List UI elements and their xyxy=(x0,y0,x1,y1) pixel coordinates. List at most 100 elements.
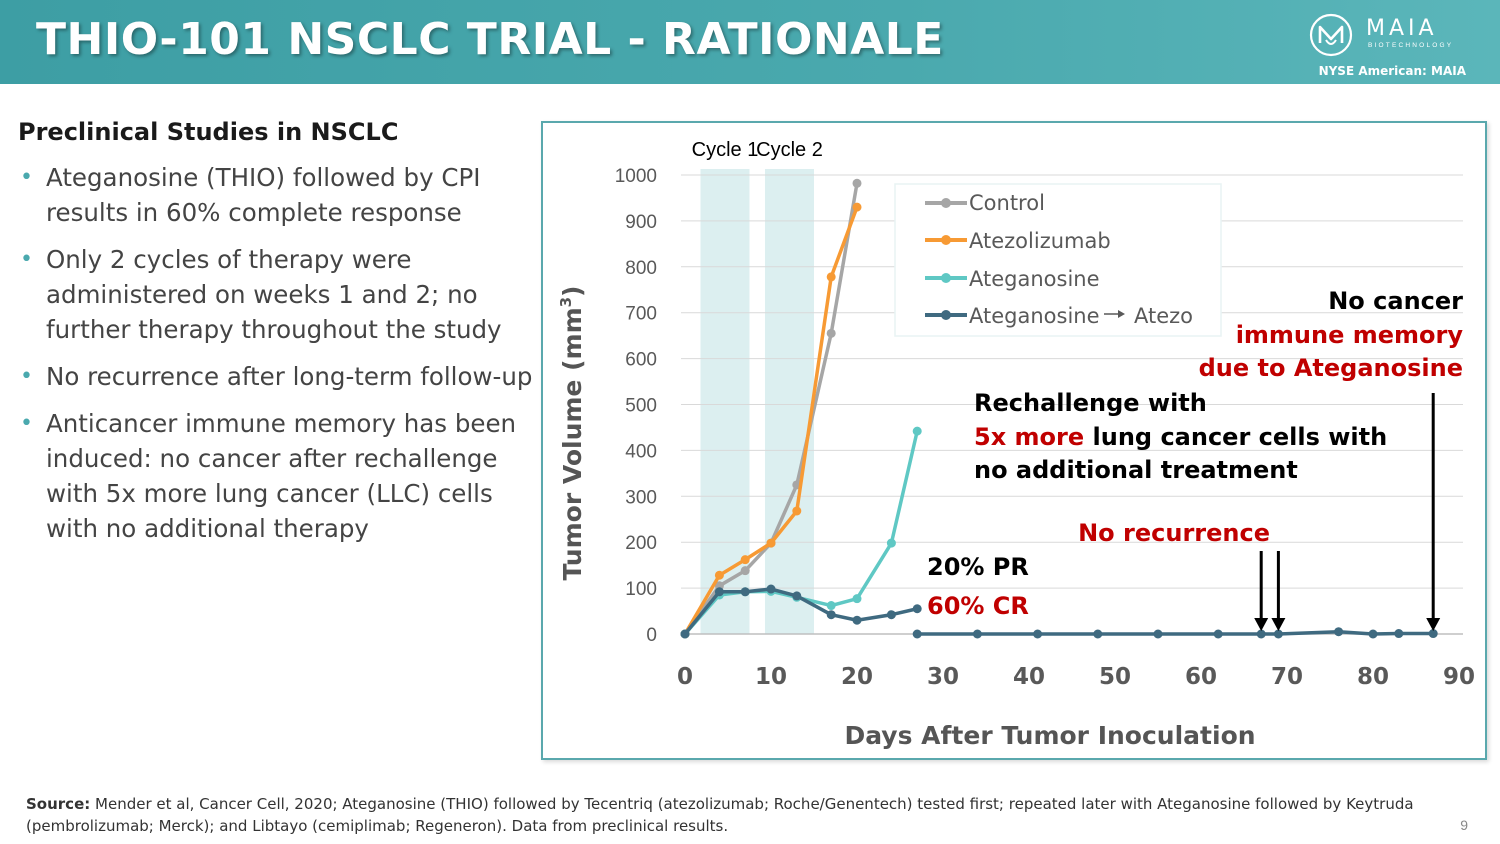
y-axis-label-close: ) xyxy=(558,286,587,297)
data-point-combo xyxy=(912,604,922,614)
bullet-text: Ateganosine (THIO) followed by CPI resul… xyxy=(46,163,481,227)
x-tick-label: 60 xyxy=(1185,664,1217,690)
data-point-combo xyxy=(1334,627,1344,637)
y-axis-label-text: Tumor Volume (mm xyxy=(558,307,587,580)
legend-marker-atezolizumab xyxy=(941,235,951,245)
legend-label-atezolizumab: Atezolizumab xyxy=(969,229,1111,253)
data-point-atezolizumab xyxy=(740,555,750,565)
y-tick-label: 900 xyxy=(625,212,657,233)
bullet-text: No recurrence after long-term follow-up xyxy=(46,362,533,391)
x-tick-label: 40 xyxy=(1013,664,1045,690)
data-point-combo xyxy=(886,610,896,620)
down-arrow-icon xyxy=(1271,618,1286,631)
data-point-ateganosine xyxy=(886,538,896,548)
y-tick-label: 400 xyxy=(625,441,657,462)
source-label: Source: xyxy=(26,795,91,813)
data-point-combo xyxy=(766,584,776,594)
data-point-atezolizumab xyxy=(792,506,802,516)
legend-label-combo: Ateganosine xyxy=(969,304,1100,328)
data-point-combo xyxy=(792,591,802,601)
cycle-band-2 xyxy=(764,169,814,634)
data-point-combo xyxy=(1428,629,1438,639)
data-point-combo xyxy=(852,615,862,625)
data-point-combo xyxy=(1033,629,1043,639)
source-text: Mender et al, Cancer Cell, 2020; Ategano… xyxy=(26,795,1414,835)
x-tick-label: 0 xyxy=(677,664,693,690)
legend-label-atezo: Atezo xyxy=(1134,304,1193,328)
legend-marker-control xyxy=(941,198,951,208)
stock-ticker: NYSE American: MAIA xyxy=(1318,64,1466,78)
annotation-pr: 20% PR xyxy=(927,553,1029,581)
bullet-list: • Ateganosine (THIO) followed by CPI resu… xyxy=(18,160,533,546)
annotation-rechallenge-red: 5x more xyxy=(974,423,1084,451)
cycle-2-label: Cycle 2 xyxy=(756,139,823,161)
legend-entry-ateganosine: Ateganosine xyxy=(925,267,1100,291)
x-axis-label: Days After Tumor Inoculation xyxy=(844,721,1255,750)
data-point-combo xyxy=(912,629,922,639)
data-point-atezolizumab xyxy=(766,538,776,548)
bullet-item: • Anticancer immune memory has been induc… xyxy=(18,406,533,546)
data-point-combo xyxy=(1256,629,1266,639)
data-point-ateganosine xyxy=(912,426,922,436)
legend-arrow-icon xyxy=(1118,310,1125,318)
legend-marker-combo xyxy=(941,310,951,320)
slide-title: THIO-101 NSCLC TRIAL - RATIONALE xyxy=(36,14,944,65)
data-point-combo xyxy=(972,629,982,639)
logo-wordmark: MAIA xyxy=(1366,16,1438,41)
data-point-combo xyxy=(740,587,750,597)
source-footnote: Source: Mender et al, Cancer Cell, 2020;… xyxy=(26,793,1476,837)
bullet-dot-icon: • xyxy=(20,364,33,389)
x-tick-label: 80 xyxy=(1357,664,1389,690)
annotation-cr: 60% CR xyxy=(927,592,1029,620)
page-number: 9 xyxy=(1460,817,1468,833)
bullet-item: • Ateganosine (THIO) followed by CPI resu… xyxy=(18,160,533,230)
annotation-rechallenge-line1: Rechallenge with xyxy=(974,389,1207,417)
bullet-text: Anticancer immune memory has been induce… xyxy=(46,409,517,543)
x-tick-label: 50 xyxy=(1099,664,1131,690)
y-tick-label: 300 xyxy=(625,487,657,508)
y-axis-label-sup: 3 xyxy=(557,297,575,307)
legend-label-ateganosine: Ateganosine xyxy=(969,267,1100,291)
y-tick-label: 200 xyxy=(625,533,657,554)
maia-logo-icon xyxy=(1309,13,1353,57)
data-point-combo xyxy=(1273,629,1283,639)
y-tick-label: 600 xyxy=(625,350,657,371)
bullet-item: • No recurrence after long-term follow-up xyxy=(18,359,533,394)
chart-svg: 0 100 200 300 400 500 600 700 800 900 1000 0 10 20 30… xyxy=(557,139,1475,750)
y-tick-label: 0 xyxy=(646,625,657,646)
y-axis-label: Tumor Volume (mm3) xyxy=(557,286,587,581)
annotation-rechallenge-line2: 5x more lung cancer cells with xyxy=(974,423,1387,451)
series-combo-3 xyxy=(680,584,922,639)
x-tick-label: 70 xyxy=(1271,664,1303,690)
data-point-control xyxy=(826,328,836,338)
y-tick-label: 500 xyxy=(625,396,657,417)
y-tick-label: 700 xyxy=(625,304,657,325)
data-point-combo xyxy=(714,587,724,597)
logo-subtitle: BIOTECHNOLOGY xyxy=(1368,42,1454,49)
legend-entry-control: Control xyxy=(925,191,1045,215)
data-point-combo xyxy=(680,629,690,639)
data-point-combo xyxy=(1093,629,1103,639)
x-tick-label: 10 xyxy=(755,664,787,690)
bullet-item: • Only 2 cycles of therapy were administe… xyxy=(18,242,533,347)
x-tick-label: 20 xyxy=(841,664,873,690)
data-point-combo xyxy=(1213,629,1223,639)
data-point-ateganosine xyxy=(852,594,862,604)
cycle-1-label: Cycle 1 xyxy=(692,139,759,161)
data-point-atezolizumab xyxy=(714,570,724,580)
annotation-rechallenge-rest: lung cancer cells with xyxy=(1084,423,1387,451)
data-point-combo xyxy=(826,610,836,620)
legend-marker-ateganosine xyxy=(941,273,951,283)
legend-label-control: Control xyxy=(969,191,1045,215)
bullet-dot-icon: • xyxy=(20,411,33,436)
cycle-band-1 xyxy=(700,169,750,634)
header-bar: THIO-101 NSCLC TRIAL - RATIONALE MAIA BI… xyxy=(0,0,1500,84)
x-tick-label: 30 xyxy=(927,664,959,690)
data-point-ateganosine xyxy=(826,601,836,611)
bullet-dot-icon: • xyxy=(20,247,33,272)
x-tick-label: 90 xyxy=(1443,664,1475,690)
annotation-rechallenge-line3: no additional treatment xyxy=(974,456,1298,484)
data-point-combo xyxy=(1153,629,1163,639)
annotation-memory-line2: immune memory xyxy=(1236,321,1464,349)
annotation-no-recurrence: No recurrence xyxy=(1078,519,1270,547)
